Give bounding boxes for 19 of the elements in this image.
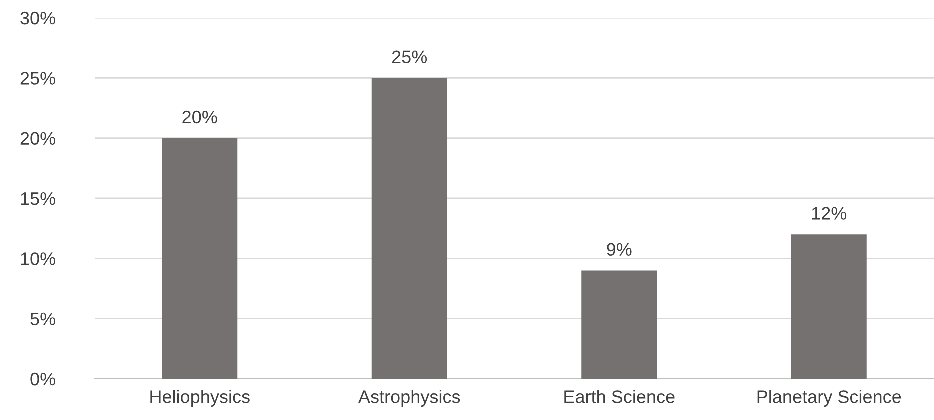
x-tick-label: Earth Science: [564, 390, 675, 404]
bar: [162, 138, 238, 379]
data-label: 12%: [812, 207, 847, 220]
y-tick-label: 15%: [21, 192, 56, 206]
y-tick-label: 30%: [20, 12, 56, 25]
x-tick-label: Astrophysics: [358, 390, 460, 407]
data-label: 25%: [392, 50, 428, 64]
y-tick-label: 10%: [21, 252, 56, 266]
bar: [791, 234, 867, 379]
data-label: 9%: [607, 243, 632, 256]
x-tick-label: Planetary Science: [758, 390, 902, 407]
y-tick-label: 0%: [30, 372, 56, 386]
x-tick-label: Heliophysics: [150, 390, 250, 407]
data-label: 20%: [182, 110, 218, 124]
y-tick-label: 20%: [20, 132, 56, 146]
bar: [582, 270, 658, 379]
y-tick-label: 5%: [30, 312, 56, 326]
bar: [372, 78, 448, 379]
y-tick-label: 25%: [20, 72, 56, 85]
